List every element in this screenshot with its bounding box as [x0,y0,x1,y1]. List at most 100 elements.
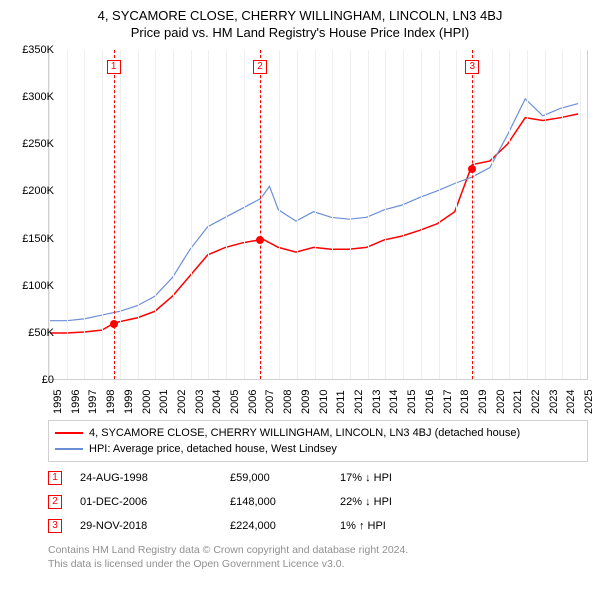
x-axis-label: 2025 [583,390,595,414]
sales-marker: 3 [48,519,62,533]
x-axis-label: 2008 [282,390,294,414]
grid-line [279,50,280,379]
grid-line [226,50,227,379]
series-price_paid [49,114,578,333]
sales-row: 1 24-AUG-1998£59,00017% ↓ HPI [48,466,588,490]
y-axis-label: £250K [22,138,54,150]
grid-line [580,50,581,379]
sales-price: £224,000 [230,520,340,532]
y-axis-label: £350K [22,44,54,56]
x-axis-label: 1997 [87,390,99,414]
grid-line [208,50,209,379]
grid-line [332,50,333,379]
arrow-down-icon: ↓ [365,472,371,484]
sales-price: £148,000 [230,496,340,508]
grid-line [297,50,298,379]
arrow-up-icon: ↑ [359,520,365,532]
grid-line [527,50,528,379]
title-sub: Price paid vs. HM Land Registry's House … [0,25,600,40]
sales-date: 01-DEC-2006 [80,496,230,508]
arrow-down-icon: ↓ [365,496,371,508]
x-axis-label: 1996 [70,390,82,414]
x-axis-label: 2012 [353,390,365,414]
grid-line [562,50,563,379]
chart-container: 4, SYCAMORE CLOSE, CHERRY WILLINGHAM, LI… [0,0,600,590]
grid-line [474,50,475,379]
legend-label: HPI: Average price, detached house, West… [89,443,337,455]
x-axis-label: 2021 [512,390,524,414]
chart-svg [49,50,587,379]
marker-dot [110,320,118,328]
legend-swatch-price-paid [55,432,83,434]
grid-line [315,50,316,379]
x-axis-label: 2017 [442,390,454,414]
footer-line: This data is licensed under the Open Gov… [48,558,588,572]
x-axis-label: 1995 [52,390,64,414]
grid-line [155,50,156,379]
legend-label: 4, SYCAMORE CLOSE, CHERRY WILLINGHAM, LI… [89,427,520,439]
x-axis-label: 2024 [565,390,577,414]
x-axis-label: 2004 [211,390,223,414]
footer-line: Contains HM Land Registry data © Crown c… [48,544,588,558]
grid-line [120,50,121,379]
footer-area: Contains HM Land Registry data © Crown c… [48,544,588,571]
sales-price: £59,000 [230,472,340,484]
grid-line [67,50,68,379]
marker-label: 3 [465,60,479,74]
x-axis-label: 2019 [477,390,489,414]
x-axis-label: 2003 [194,390,206,414]
x-axis-label: 2015 [406,390,418,414]
sales-pct: 22% ↓ HPI [340,496,460,508]
grid-line [191,50,192,379]
legend-row: 4, SYCAMORE CLOSE, CHERRY WILLINGHAM, LI… [55,425,581,441]
x-axis-label: 1998 [105,390,117,414]
x-axis-label: 2007 [264,390,276,414]
x-axis-label: 1999 [123,390,135,414]
grid-line [350,50,351,379]
series-hpi [49,99,578,321]
x-axis-label: 2000 [141,390,153,414]
marker-label: 2 [253,60,267,74]
sales-list: 1 24-AUG-1998£59,00017% ↓ HPI 2 01-DEC-2006… [48,466,588,538]
x-axis-label: 2020 [495,390,507,414]
legend-swatch-hpi [55,448,83,450]
y-axis-label: £0 [42,374,54,386]
marker-line [114,50,115,379]
grid-line [545,50,546,379]
grid-line [385,50,386,379]
sales-marker: 2 [48,495,62,509]
grid-line [84,50,85,379]
marker-dot [468,165,476,173]
sales-date: 29-NOV-2018 [80,520,230,532]
sales-marker: 1 [48,471,62,485]
grid-line [456,50,457,379]
marker-dot [256,236,264,244]
grid-line [368,50,369,379]
x-axis-label: 2014 [388,390,400,414]
grid-line [138,50,139,379]
grid-line [492,50,493,379]
x-axis-label: 2011 [335,390,347,414]
grid-line [509,50,510,379]
grid-line [421,50,422,379]
y-axis-label: £300K [22,91,54,103]
x-axis-label: 2010 [318,390,330,414]
x-axis-label: 2023 [548,390,560,414]
grid-line [173,50,174,379]
y-axis-label: £150K [22,233,54,245]
sales-pct: 17% ↓ HPI [340,472,460,484]
y-axis-label: £50K [28,327,54,339]
sales-row: 3 29-NOV-2018£224,0001% ↑ HPI [48,514,588,538]
x-axis-label: 2013 [371,390,383,414]
sales-row: 2 01-DEC-2006£148,00022% ↓ HPI [48,490,588,514]
x-axis-label: 2016 [424,390,436,414]
sales-pct: 1% ↑ HPI [340,520,460,532]
x-axis-label: 2006 [247,390,259,414]
legend-row: HPI: Average price, detached house, West… [55,441,581,457]
sales-date: 24-AUG-1998 [80,472,230,484]
x-axis-label: 2002 [176,390,188,414]
marker-line [260,50,261,379]
marker-label: 1 [107,60,121,74]
grid-line [403,50,404,379]
x-axis-label: 2005 [229,390,241,414]
